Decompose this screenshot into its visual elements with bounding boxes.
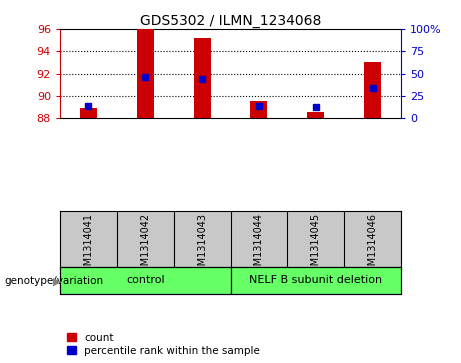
- Text: ▶: ▶: [53, 276, 61, 286]
- FancyBboxPatch shape: [60, 267, 230, 294]
- Text: genotype/variation: genotype/variation: [5, 276, 104, 286]
- Legend: count, percentile rank within the sample: count, percentile rank within the sample: [65, 330, 262, 358]
- Bar: [307, 113, 324, 118]
- Text: GSM1314043: GSM1314043: [197, 213, 207, 278]
- Bar: [80, 108, 97, 118]
- Text: GSM1314044: GSM1314044: [254, 213, 264, 278]
- Bar: [194, 38, 211, 118]
- Bar: [364, 62, 381, 118]
- Text: GSM1314045: GSM1314045: [311, 213, 321, 278]
- Text: GSM1314046: GSM1314046: [367, 213, 378, 278]
- Text: GSM1314041: GSM1314041: [83, 213, 94, 278]
- Text: NELF B subunit deletion: NELF B subunit deletion: [249, 276, 382, 285]
- Title: GDS5302 / ILMN_1234068: GDS5302 / ILMN_1234068: [140, 14, 321, 28]
- Bar: [136, 29, 154, 118]
- FancyBboxPatch shape: [230, 267, 401, 294]
- Bar: [250, 101, 267, 118]
- Text: control: control: [126, 276, 165, 285]
- Text: GSM1314042: GSM1314042: [140, 213, 150, 278]
